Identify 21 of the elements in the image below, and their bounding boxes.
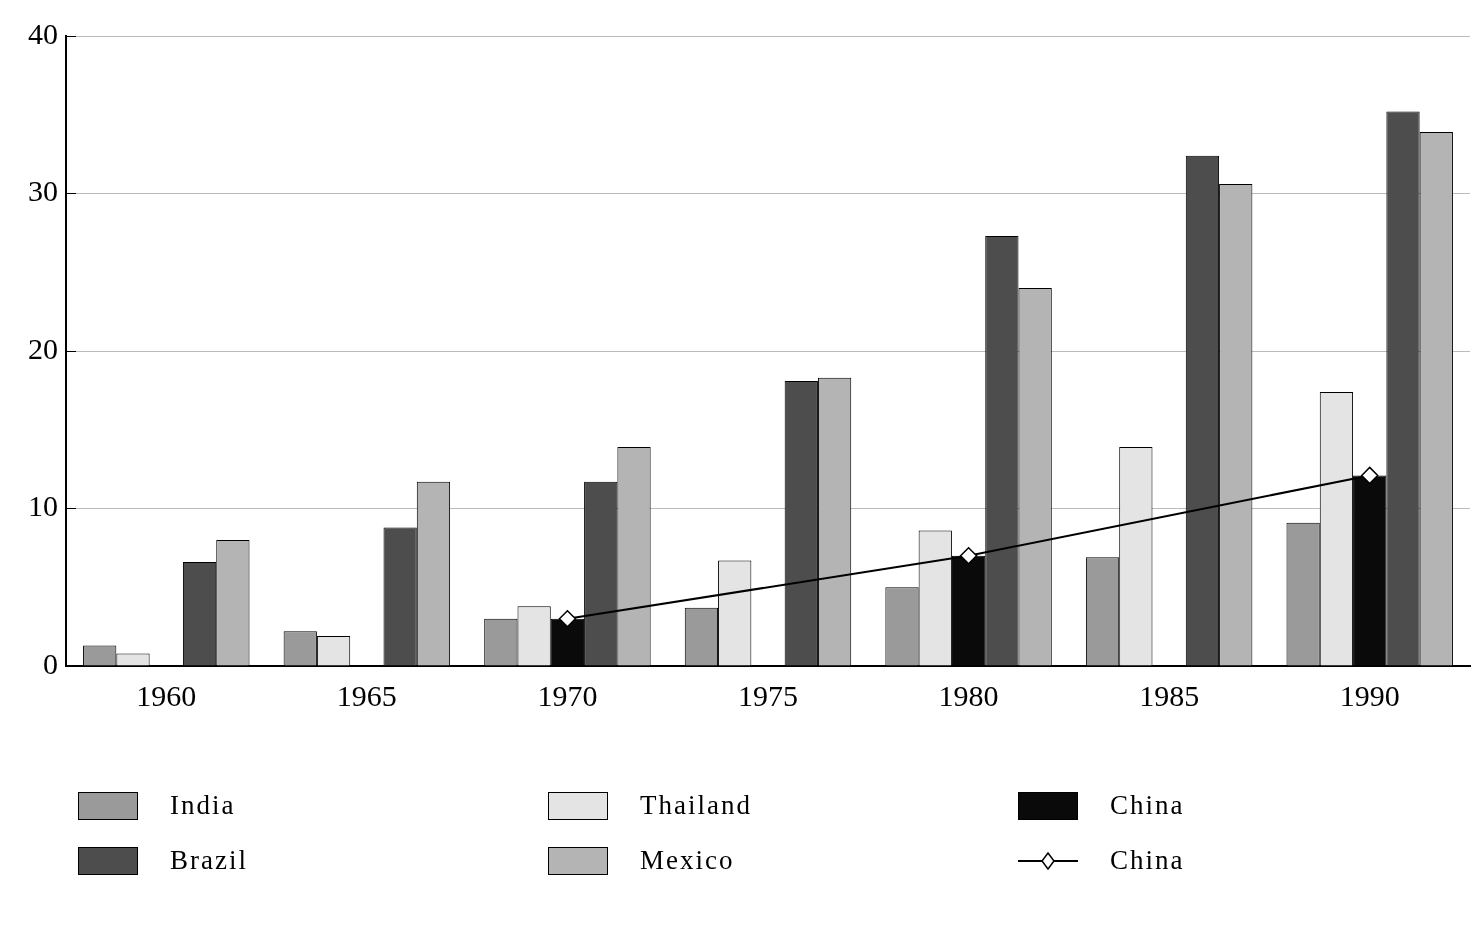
- x-tick-label: 1965: [336, 678, 397, 712]
- x-tick-label: 1970: [537, 678, 598, 712]
- x-tick-label: 1975: [738, 678, 798, 712]
- x-tick-label: 1985: [1139, 678, 1200, 712]
- legend-label: Brazil: [170, 845, 248, 876]
- legend-label: China: [1110, 790, 1185, 821]
- legend-label: Mexico: [640, 845, 735, 876]
- y-tick-label: 40: [28, 16, 58, 50]
- legend-label: India: [170, 790, 236, 821]
- y-tick-label: 30: [28, 174, 58, 208]
- legend-label: Thailand: [640, 790, 752, 821]
- y-tick-label: 10: [28, 489, 58, 523]
- x-tick-label: 1990: [1339, 678, 1400, 712]
- point: [1360, 466, 1379, 485]
- legend-label: China: [1110, 845, 1185, 876]
- x-tick-label: 1960: [136, 678, 197, 712]
- point: [558, 610, 577, 628]
- y-tick-label: 20: [28, 331, 58, 365]
- y-tick-label: 0: [43, 646, 58, 680]
- point: [959, 547, 978, 565]
- x-tick-label: 1980: [938, 678, 999, 712]
